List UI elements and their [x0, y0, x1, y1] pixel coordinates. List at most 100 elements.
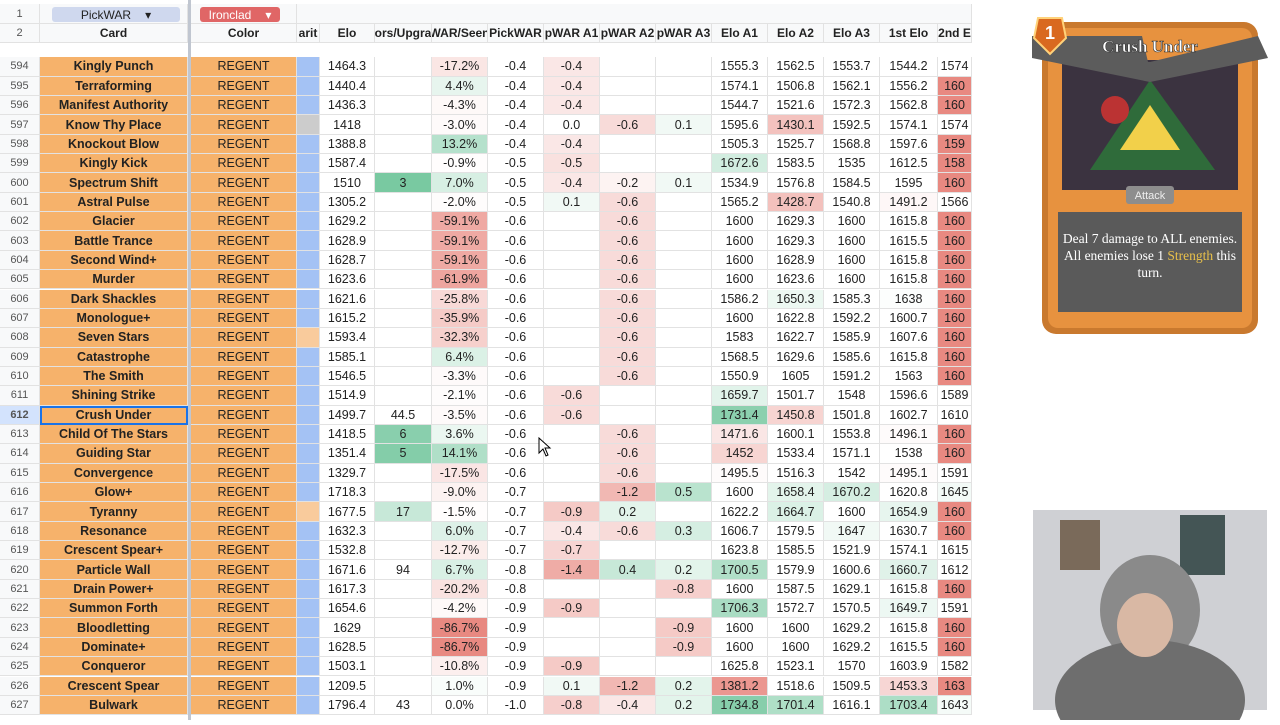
value-cell[interactable]: -0.6	[488, 347, 544, 367]
value-cell[interactable]: -0.6	[488, 405, 544, 425]
value-cell[interactable]	[375, 386, 432, 406]
value-cell[interactable]: 160	[938, 637, 972, 658]
value-cell[interactable]: -0.8	[656, 579, 712, 600]
value-cell[interactable]: 160	[938, 502, 972, 522]
value-cell[interactable]: 1329.7	[320, 463, 375, 483]
value-cell[interactable]: -0.6	[600, 328, 656, 348]
value-cell[interactable]	[600, 76, 656, 96]
value-cell[interactable]	[656, 154, 712, 174]
value-cell[interactable]: 160	[938, 521, 972, 542]
card-color[interactable]: REGENT	[191, 76, 297, 96]
value-cell[interactable]: 1589	[938, 386, 972, 406]
value-cell[interactable]	[656, 444, 712, 464]
rarity-cell[interactable]	[297, 328, 320, 348]
value-cell[interactable]: 1585.3	[824, 289, 880, 309]
value-cell[interactable]: 1623.6	[768, 270, 824, 290]
value-cell[interactable]: 17	[375, 502, 432, 522]
value-cell[interactable]: 0.1	[544, 192, 600, 213]
card-color[interactable]: REGENT	[191, 250, 297, 271]
card-color[interactable]: REGENT	[191, 289, 297, 309]
value-cell[interactable]: -0.8	[488, 560, 544, 580]
value-cell[interactable]: 160	[938, 328, 972, 348]
card-name[interactable]: Bulwark	[40, 695, 188, 716]
value-cell[interactable]: -0.6	[488, 424, 544, 445]
rarity-cell[interactable]	[297, 96, 320, 116]
value-cell[interactable]: 1649.7	[880, 599, 938, 619]
value-cell[interactable]: 1625.8	[712, 657, 768, 677]
card-name[interactable]: Tyranny	[40, 502, 188, 522]
value-cell[interactable]: 1453.3	[880, 676, 938, 696]
rarity-cell[interactable]	[297, 405, 320, 425]
value-cell[interactable]: 160	[938, 96, 972, 116]
value-cell[interactable]: 1596.6	[880, 386, 938, 406]
value-cell[interactable]	[600, 405, 656, 425]
value-cell[interactable]: -2.0%	[432, 192, 488, 213]
card-name[interactable]: Dark Shackles	[40, 289, 188, 309]
value-cell[interactable]: 1628.9	[320, 231, 375, 251]
value-cell[interactable]: -0.5	[544, 154, 600, 174]
value-cell[interactable]: 1623.8	[712, 541, 768, 561]
value-cell[interactable]	[544, 483, 600, 503]
value-cell[interactable]: 1574.1	[880, 115, 938, 135]
value-cell[interactable]: -86.7%	[432, 637, 488, 658]
card-color[interactable]: REGENT	[191, 154, 297, 174]
value-cell[interactable]: 1565.2	[712, 192, 768, 213]
value-cell[interactable]: 1628.5	[320, 637, 375, 658]
value-cell[interactable]	[375, 76, 432, 96]
value-cell[interactable]: 159	[938, 134, 972, 155]
value-cell[interactable]: 1591	[938, 599, 972, 619]
value-cell[interactable]: -4.3%	[432, 96, 488, 116]
value-cell[interactable]: 1587.4	[320, 154, 375, 174]
card-name[interactable]: Kingly Kick	[40, 154, 188, 174]
value-cell[interactable]: 1546.5	[320, 366, 375, 387]
card-color[interactable]: REGENT	[191, 57, 297, 77]
rarity-cell[interactable]	[297, 308, 320, 329]
value-cell[interactable]	[375, 134, 432, 155]
value-cell[interactable]: -0.9	[544, 657, 600, 677]
card-color[interactable]: REGENT	[191, 134, 297, 155]
value-cell[interactable]: -0.6	[488, 250, 544, 271]
value-cell[interactable]: 1610	[938, 405, 972, 425]
value-cell[interactable]: 1583	[712, 328, 768, 348]
value-cell[interactable]: 1629.2	[824, 618, 880, 638]
value-cell[interactable]: -0.4	[544, 173, 600, 193]
card-name[interactable]: Catastrophe	[40, 347, 188, 367]
card-name[interactable]: Convergence	[40, 463, 188, 483]
value-cell[interactable]: 13.2%	[432, 134, 488, 155]
value-cell[interactable]: -61.9%	[432, 270, 488, 290]
value-cell[interactable]: -0.5	[488, 154, 544, 174]
value-cell[interactable]: 1521.6	[768, 96, 824, 116]
value-cell[interactable]: 1506.8	[768, 76, 824, 96]
value-cell[interactable]: 1603.9	[880, 657, 938, 677]
value-cell[interactable]: -1.2	[600, 676, 656, 696]
value-cell[interactable]: 1556.2	[880, 76, 938, 96]
value-cell[interactable]: 1615.8	[880, 212, 938, 232]
value-cell[interactable]	[544, 424, 600, 445]
value-cell[interactable]: -0.6	[488, 308, 544, 329]
value-cell[interactable]	[375, 250, 432, 271]
value-cell[interactable]	[544, 618, 600, 638]
card-color[interactable]: REGENT	[191, 657, 297, 677]
value-cell[interactable]: -59.1%	[432, 212, 488, 232]
value-cell[interactable]: 160	[938, 212, 972, 232]
value-cell[interactable]: -17.2%	[432, 57, 488, 77]
rarity-cell[interactable]	[297, 618, 320, 638]
value-cell[interactable]: -0.4	[544, 57, 600, 77]
value-cell[interactable]: 1464.3	[320, 57, 375, 77]
value-cell[interactable]	[375, 366, 432, 387]
value-cell[interactable]: -0.6	[600, 521, 656, 542]
value-cell[interactable]: 1600	[712, 270, 768, 290]
value-cell[interactable]: 0.1	[656, 173, 712, 193]
value-cell[interactable]: -1.4	[544, 560, 600, 580]
card-name[interactable]: Resonance	[40, 521, 188, 542]
value-cell[interactable]: 1600	[712, 618, 768, 638]
card-color[interactable]: REGENT	[191, 347, 297, 367]
value-cell[interactable]: 1503.1	[320, 657, 375, 677]
value-cell[interactable]: 1622.2	[712, 502, 768, 522]
value-cell[interactable]	[600, 57, 656, 77]
value-cell[interactable]: -0.9	[488, 637, 544, 658]
value-cell[interactable]: 1650.3	[768, 289, 824, 309]
value-cell[interactable]: 14.1%	[432, 444, 488, 464]
value-cell[interactable]: -0.6	[600, 231, 656, 251]
card-color[interactable]: REGENT	[191, 502, 297, 522]
